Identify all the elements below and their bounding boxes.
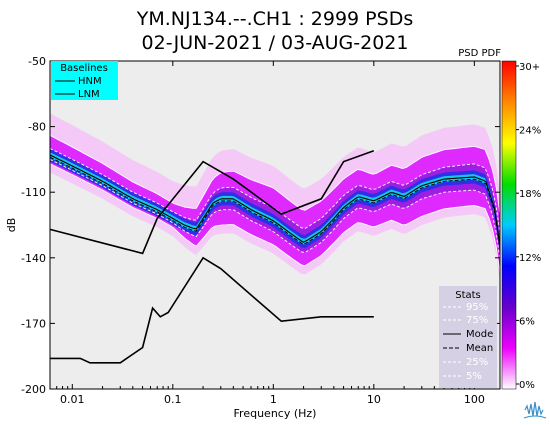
psd-density-layer (50, 113, 500, 282)
x-tick-label: 10 (367, 393, 381, 406)
iris-logo-icon (522, 397, 547, 421)
colorbar-tick-label: 24% (519, 126, 541, 137)
baselines-legend-title: Baselines (60, 63, 108, 74)
percentile-95-line (49, 134, 501, 215)
noise-model-baselines (49, 149, 375, 364)
hnm-legend-label: HNM (78, 76, 102, 87)
y-tick-label: -110 (21, 186, 46, 199)
x-tick-label: 0.01 (60, 393, 85, 406)
percentile-25-line (49, 158, 501, 261)
colorbar-tick-label: 30+ (519, 62, 540, 73)
y-tick-label: -50 (28, 55, 46, 68)
density-band-5-95 (50, 135, 500, 274)
mode-legend-label: Mode (466, 329, 493, 340)
y-tick-label: -200 (21, 383, 46, 396)
lnm-legend-label: LNM (78, 89, 100, 100)
pct95-legend-label: 95% (466, 302, 488, 313)
mean-legend-label: Mean (466, 343, 493, 354)
mean-line (49, 156, 501, 250)
y-axis-label: dB (5, 218, 18, 233)
x-tick-label: 0.1 (164, 393, 182, 406)
percentile-5-line (49, 163, 501, 274)
lnm-baseline (50, 256, 374, 364)
stats-legend-box (439, 286, 497, 388)
x-axis-label: Frequency (Hz) (234, 407, 317, 420)
y-tick-label: -140 (21, 252, 46, 265)
plot-frame (49, 60, 501, 390)
pct5-legend-label: 5% (466, 371, 482, 382)
colorbar-tick-label: 6% (519, 316, 535, 327)
axis-ticks: 0.01 0.1 1 10 100 -50 -80 -110 -140 -170 -200 (21, 55, 500, 406)
y-tick-label: -170 (21, 317, 46, 330)
colorbar-title: PSD PDF (458, 48, 501, 59)
chart-title-line2: 02-JUN-2021 / 03-AUG-2021 (142, 32, 409, 54)
stats-legend: Stats 95% 75% Mode Mean 25% 5% (439, 286, 497, 388)
percentile-lines (49, 134, 501, 274)
pct25-legend-label: 25% (466, 357, 488, 368)
chart-title-line1: YM.NJ134.--.CH1 : 2999 PSDs (136, 8, 413, 30)
colorbar (501, 60, 517, 390)
percentile-75-line (49, 148, 501, 234)
x-tick-label: 100 (464, 393, 485, 406)
mode-line (49, 154, 501, 247)
x-tick-label: 1 (270, 393, 277, 406)
density-band-peak (50, 152, 500, 250)
baselines-legend: Baselines HNM LNM (51, 61, 118, 100)
colorbar-ticks: 30+ 24% 18% 12% 6% 0% (516, 62, 541, 391)
pct75-legend-label: 75% (466, 315, 488, 326)
hnm-baseline (49, 149, 375, 255)
stats-legend-title: Stats (455, 290, 481, 301)
colorbar-tick-label: 18% (519, 189, 541, 200)
y-tick-label: -80 (28, 121, 46, 134)
colorbar-tick-label: 0% (519, 380, 535, 391)
colorbar-tick-label: 12% (519, 253, 541, 264)
